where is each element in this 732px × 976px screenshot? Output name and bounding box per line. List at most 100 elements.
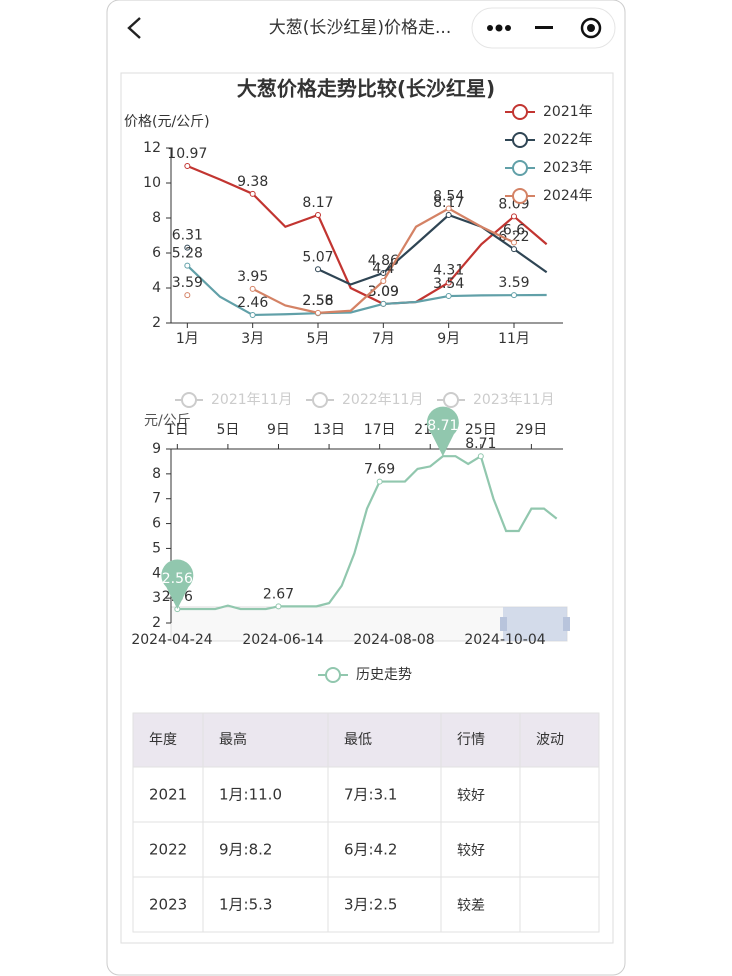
table-cell: 较差 (457, 898, 485, 914)
point (184, 244, 191, 251)
point (376, 478, 383, 485)
point (445, 279, 452, 286)
data-label: 8.17 (433, 195, 464, 211)
x-tick-label: 25日 (465, 422, 497, 438)
legend-icon (512, 104, 528, 120)
pin (161, 559, 194, 610)
legend-icon (312, 392, 328, 408)
point (275, 603, 282, 610)
point (315, 212, 321, 219)
table-cell: 1月:5.3 (219, 896, 272, 914)
point (511, 213, 517, 220)
page-title: 大葱(长沙红星)价格走... (269, 18, 451, 38)
x-tick-label: 5月 (307, 331, 330, 347)
table-cell: 3月:2.5 (344, 896, 397, 914)
data-label: 5.28 (172, 246, 203, 262)
legend-label: 2022年 (543, 132, 593, 148)
data-label: 6.6 (503, 223, 525, 239)
data-label: 2.58 (302, 293, 333, 309)
pin-label: 2.56 (162, 571, 193, 587)
data-label: 4.86 (368, 253, 399, 269)
y-tick-label: 10 (143, 175, 161, 191)
zoom-label: 2024-06-14 (242, 632, 323, 648)
more-button[interactable] (487, 24, 511, 32)
table-header: 最高 (219, 731, 247, 748)
data-label: 2.46 (237, 295, 268, 311)
table-cell: 2023 (149, 896, 187, 914)
y-axis-label: 价格(元/公斤) (124, 114, 210, 130)
point (184, 163, 191, 170)
data-label: 5.07 (302, 249, 333, 265)
x-tick-label: 1月 (176, 331, 199, 347)
x-tick-label: 13日 (313, 422, 345, 438)
table-cell: 2021 (149, 786, 187, 804)
data-label: 3.59 (498, 275, 529, 291)
x-tick-label: 29日 (515, 422, 547, 438)
minimize-button[interactable] (535, 26, 553, 29)
point (184, 262, 191, 269)
legend-label: 2021年 (543, 104, 593, 120)
legend-icon (512, 188, 528, 204)
y-tick-label: 8 (152, 210, 161, 226)
table-header: 最低 (344, 732, 372, 748)
data-label: 9.38 (237, 174, 268, 190)
table-header: 年度 (149, 732, 177, 748)
chart-title: 大葱价格走势比较(长沙红星) (237, 77, 495, 101)
y-tick-label: 7 (152, 491, 161, 507)
back-button[interactable] (127, 17, 141, 39)
y-tick-label: 3 (152, 590, 161, 606)
point (315, 309, 321, 316)
data-label: 2.56 (302, 293, 333, 309)
zoom-handle[interactable] (563, 617, 570, 631)
point (511, 292, 517, 299)
y-axis-label: 元/公斤 (144, 413, 191, 429)
point (445, 212, 452, 219)
zoom-label: 2024-08-08 (353, 632, 434, 648)
x-tick-label: 11月 (498, 331, 530, 347)
y-tick-label: 6 (152, 516, 161, 532)
close-button[interactable] (580, 17, 602, 39)
pin (426, 406, 459, 457)
x-tick-label: 9日 (267, 422, 290, 438)
data-label: 7.69 (364, 462, 395, 478)
series-line (186, 264, 547, 317)
point (184, 292, 191, 299)
data-label: 4.31 (433, 263, 464, 279)
data-label: 8.54 (433, 189, 464, 205)
y-tick-label: 5 (152, 540, 161, 556)
x-tick-label: 3月 (241, 331, 264, 347)
y-tick-label: 2 (152, 315, 161, 331)
data-label: 3.59 (172, 275, 203, 291)
table-cell: 2022 (149, 841, 187, 859)
data-zoom-window[interactable] (503, 607, 567, 641)
legend-icon (512, 160, 528, 176)
x-tick-label: 5日 (216, 422, 239, 438)
y-tick-label: 9 (152, 441, 161, 457)
series-line (317, 213, 548, 286)
point (477, 453, 484, 460)
data-label: 2.67 (263, 586, 294, 602)
legend-icon (181, 392, 197, 408)
y-tick-label: 4 (152, 280, 161, 296)
legend-icon (443, 392, 459, 408)
zoom-label: 2024-10-04 (464, 632, 545, 648)
point (249, 190, 256, 197)
point (249, 285, 256, 292)
x-tick-label: 17日 (364, 422, 396, 438)
point (249, 311, 256, 318)
data-label: 8.71 (465, 436, 496, 452)
zoom-handle[interactable] (500, 617, 507, 631)
data-label: 10.97 (167, 146, 207, 162)
point (380, 278, 387, 284)
legend-label: 2022年11月 (342, 392, 423, 408)
point (315, 266, 321, 273)
y-tick-label: 8 (152, 466, 161, 482)
x-tick-label: 1日 (166, 422, 189, 438)
table-header: 波动 (536, 732, 564, 748)
point (380, 300, 387, 307)
y-tick-label: 4 (152, 565, 161, 581)
table-cell: 较好 (457, 788, 485, 804)
table (132, 712, 600, 933)
